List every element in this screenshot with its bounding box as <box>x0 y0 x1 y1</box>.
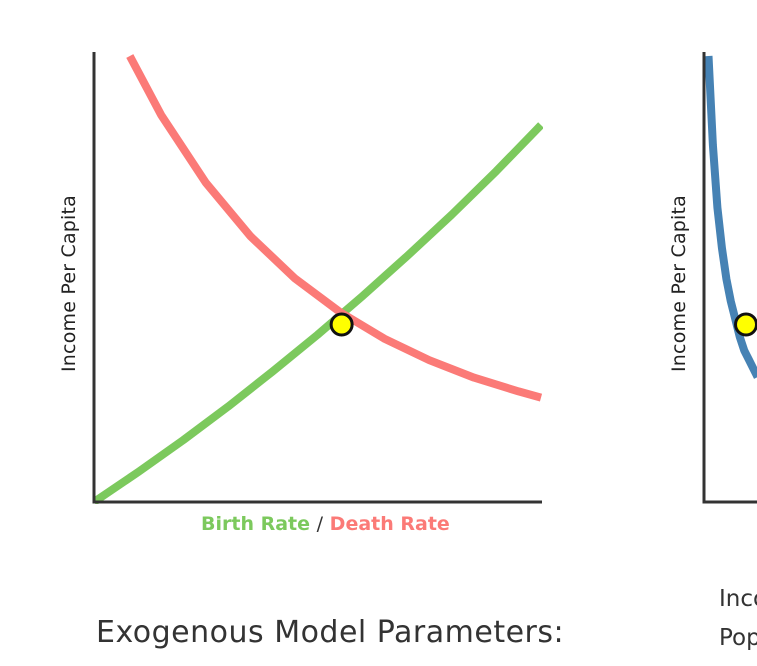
series-line-death-rate <box>126 54 543 402</box>
chart-income-population <box>702 52 757 504</box>
x-label-birth-rate: Birth Rate <box>201 513 311 535</box>
equilibrium-point[interactable] <box>329 312 354 337</box>
equilibrium-point[interactable] <box>734 312 757 337</box>
y-axis-label-right: Income Per Capita <box>668 194 690 372</box>
section-heading: Exogenous Model Parameters: <box>96 615 565 650</box>
y-axis-label: Income Per Capita <box>58 194 80 372</box>
series-line-1 <box>704 55 757 379</box>
x-axis-label: Birth Rate / Death Rate <box>201 513 450 535</box>
x-label-separator: / <box>316 513 324 535</box>
series-line-birth-rate <box>94 122 543 504</box>
right-panel-label-1: Inco <box>719 586 757 612</box>
chart-birth-death <box>92 52 543 504</box>
x-label-death-rate: Death Rate <box>329 513 450 535</box>
right-panel-label-2: Pop <box>719 625 757 651</box>
